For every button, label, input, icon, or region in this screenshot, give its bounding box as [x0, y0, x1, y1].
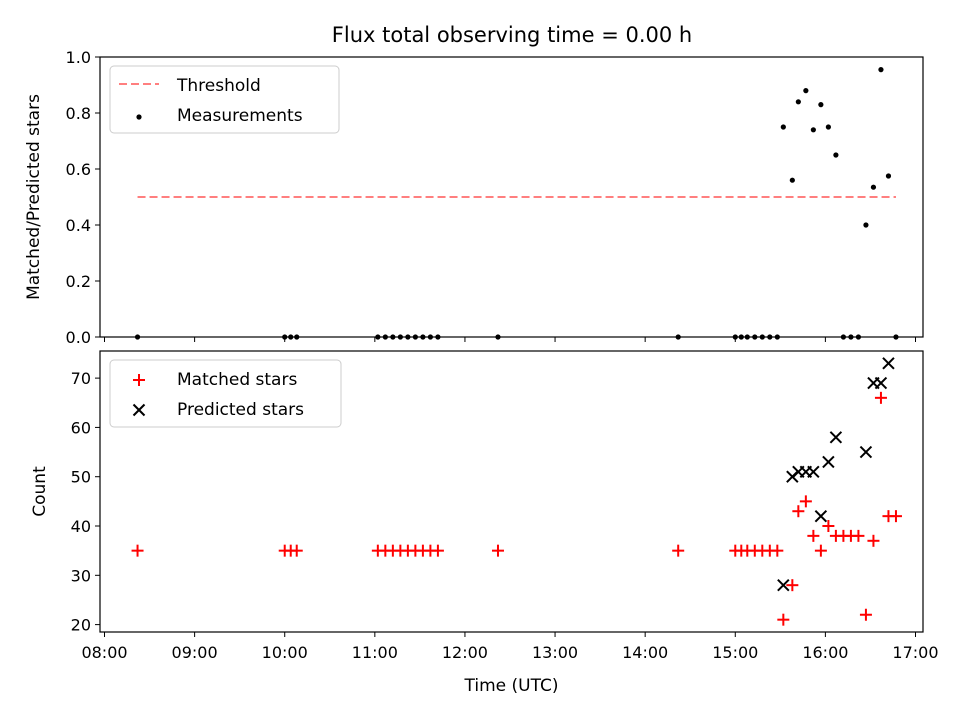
legend-box — [109, 65, 340, 134]
matched-star-marker — [792, 505, 805, 518]
matched-star-marker — [431, 544, 444, 557]
y-tick-label: 0.2 — [66, 272, 91, 291]
legend-label: Measurements — [177, 106, 303, 126]
x-tick-label: 14:00 — [622, 643, 668, 662]
legend-measurement-swatch — [136, 114, 142, 120]
y-tick-label: 0.8 — [66, 104, 91, 123]
measurement-point — [870, 184, 877, 190]
y-tick-label: 50 — [71, 468, 91, 487]
y-axis-label: Count — [30, 466, 50, 517]
matched-star-marker — [771, 544, 784, 557]
matched-star-marker — [822, 520, 835, 533]
matched-star-marker — [874, 391, 887, 404]
matched-star-marker — [859, 608, 872, 621]
predicted-star-marker — [814, 509, 828, 523]
chart-title: Flux total observing time = 0.00 h — [332, 23, 692, 47]
measurement-point — [863, 222, 869, 228]
matched-star-marker — [852, 529, 865, 542]
measurement-point — [825, 124, 831, 130]
y-tick-label: 60 — [71, 418, 91, 437]
y-tick-label: 70 — [71, 369, 91, 388]
predicted-star-marker — [882, 357, 895, 370]
matched-star-marker — [867, 534, 880, 547]
x-tick-label: 11:00 — [352, 643, 398, 662]
x-tick-label: 16:00 — [802, 643, 848, 662]
matched-star-marker — [807, 529, 820, 542]
predicted-star-marker — [859, 445, 873, 459]
x-axis-label: Time (UTC) — [464, 676, 559, 696]
measurement-point — [885, 173, 892, 179]
star-count-panel: 08:00 09:00 10:00 11:00 12:00 13:00 14:00 15:00… — [30, 350, 939, 696]
predicted-star-marker — [822, 455, 835, 469]
matched-star-marker — [672, 544, 685, 557]
x-tick-label: 12:00 — [442, 643, 488, 662]
x-tick-label: 10:00 — [262, 643, 308, 662]
predicted-star-marker — [777, 578, 790, 592]
measurement-point — [878, 67, 884, 73]
matched-star-marker — [491, 544, 504, 557]
measurement-point — [833, 152, 839, 158]
measurement-point — [789, 177, 795, 183]
y-axis-label: Matched/Predicted stars — [24, 94, 44, 300]
legend-predicted-swatch — [132, 403, 146, 417]
measurement-point — [818, 102, 824, 108]
matched-star-marker — [290, 544, 303, 557]
x-tick-label: 13:00 — [532, 643, 578, 662]
measurement-point — [795, 99, 801, 105]
x-tick-label: 09:00 — [172, 643, 218, 662]
x-tick-label: 15:00 — [712, 643, 758, 662]
y-tick-label: 40 — [71, 517, 91, 536]
matched-star-marker — [814, 544, 827, 557]
legend-label: Predicted stars — [177, 400, 304, 420]
plot-frame — [99, 56, 924, 338]
predicted-star-marker — [829, 431, 843, 444]
measurement-point — [803, 88, 809, 94]
legend-label: Matched stars — [177, 370, 297, 390]
y-tick-label: 1.0 — [66, 48, 91, 67]
matched-star-marker — [799, 495, 812, 508]
measurement-point — [780, 124, 786, 130]
matched-star-marker — [131, 544, 144, 557]
measurement-point — [810, 127, 816, 133]
legend-box — [109, 359, 342, 428]
matched-star-marker — [889, 510, 902, 523]
matched-ratio-panel: 0.0 0.2 0.4 0.6 0.8 1.0 Matched/Predicted star… — [24, 48, 924, 347]
y-tick-label: 0.0 — [66, 328, 91, 347]
plot-frame — [99, 350, 924, 633]
matched-star-marker — [777, 613, 790, 626]
y-tick-label: 0.6 — [66, 160, 91, 179]
predicted-star-marker — [874, 376, 888, 390]
legend: Threshold Measurements — [109, 65, 340, 134]
legend-matched-swatch — [133, 374, 145, 386]
legend: Matched stars Predicted stars — [109, 359, 342, 428]
matched-star-marker — [786, 579, 799, 592]
predicted-star-marker — [807, 465, 820, 478]
x-tick-label: 08:00 — [81, 643, 127, 662]
y-tick-label: 30 — [71, 566, 91, 585]
y-tick-label: 0.4 — [66, 216, 91, 235]
x-tick-label: 17:00 — [892, 643, 938, 662]
legend-label: Threshold — [176, 76, 261, 96]
y-tick-label: 20 — [71, 616, 91, 635]
